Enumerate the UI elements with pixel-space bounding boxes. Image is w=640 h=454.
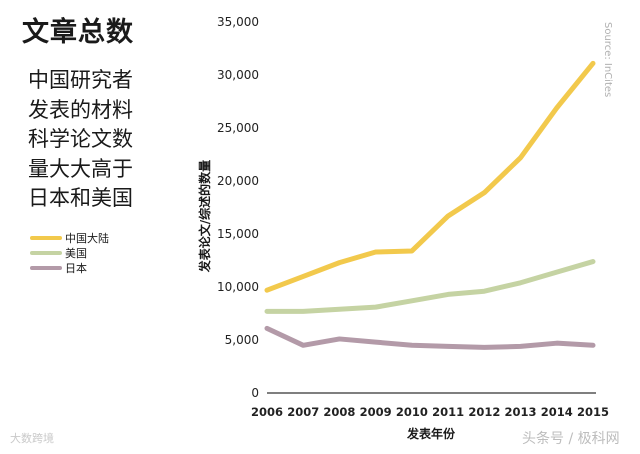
legend-swatch-usa	[30, 250, 62, 255]
legend-swatch-china	[30, 235, 62, 240]
watermark-right: 头条号 / 极科网	[522, 431, 620, 447]
series-lines	[264, 60, 596, 350]
x-axis-ticks: 2006 2007 2008 2009 2010 2011 2012 2013 2014 2015	[251, 405, 609, 419]
x-tick-label: 2011	[432, 405, 464, 419]
series-line-2	[264, 325, 596, 350]
x-tick-label: 2013	[505, 405, 537, 419]
y-tick-label: 20,000	[217, 174, 259, 188]
legend-label-usa: 美国	[65, 246, 87, 260]
subtitle-line: 科学论文数	[28, 127, 133, 151]
watermark-left: 大数跨境	[10, 432, 54, 445]
legend-label-japan: 日本	[65, 261, 87, 275]
legend-label-china: 中国大陆	[65, 231, 109, 245]
legend-item-japan: 日本	[30, 260, 109, 275]
legend-swatch-japan	[30, 265, 62, 270]
y-axis-title: 发表论文/综述的数量	[197, 160, 212, 273]
y-tick-label: 25,000	[217, 121, 259, 135]
chart-title: 文章总数	[22, 17, 134, 48]
subtitle-line: 日本和美国	[28, 186, 133, 210]
x-tick-label: 2010	[396, 405, 428, 419]
x-tick-label: 2014	[541, 405, 573, 419]
legend-item-usa: 美国	[30, 245, 109, 260]
subtitle-line: 量大大高于	[28, 156, 133, 181]
x-axis-title: 发表年份	[406, 426, 456, 441]
y-tick-label: 10,000	[217, 280, 259, 294]
legend-item-china: 中国大陆	[30, 230, 109, 245]
x-tick-label: 2012	[468, 405, 500, 419]
x-tick-label: 2006	[251, 405, 283, 419]
x-tick-label: 2008	[323, 405, 355, 419]
y-tick-label: 30,000	[217, 68, 259, 82]
subtitle-line: 中国研究者	[28, 68, 133, 92]
x-tick-label: 2007	[287, 405, 319, 419]
source-note: Source: InCites	[602, 22, 613, 98]
series-line-1	[264, 259, 596, 314]
y-tick-label: 0	[251, 386, 259, 400]
y-tick-label: 35,000	[217, 15, 259, 29]
y-axis-ticks: 0 5,000 10,000 15,000 20,000 25,000 30,000 35,0…	[217, 15, 259, 400]
x-tick-label: 2009	[360, 405, 392, 419]
y-tick-label: 5,000	[225, 333, 259, 347]
chart-legend: 中国大陆 美国 日本	[30, 230, 109, 275]
chart-subtitle: 中国研究者 发表的材料 科学论文数 量大大高于 日本和美国	[28, 66, 168, 214]
subtitle-line: 发表的材料	[28, 97, 133, 122]
series-line-0	[264, 60, 596, 293]
y-tick-label: 15,000	[217, 227, 259, 241]
x-tick-label: 2015	[577, 405, 609, 419]
